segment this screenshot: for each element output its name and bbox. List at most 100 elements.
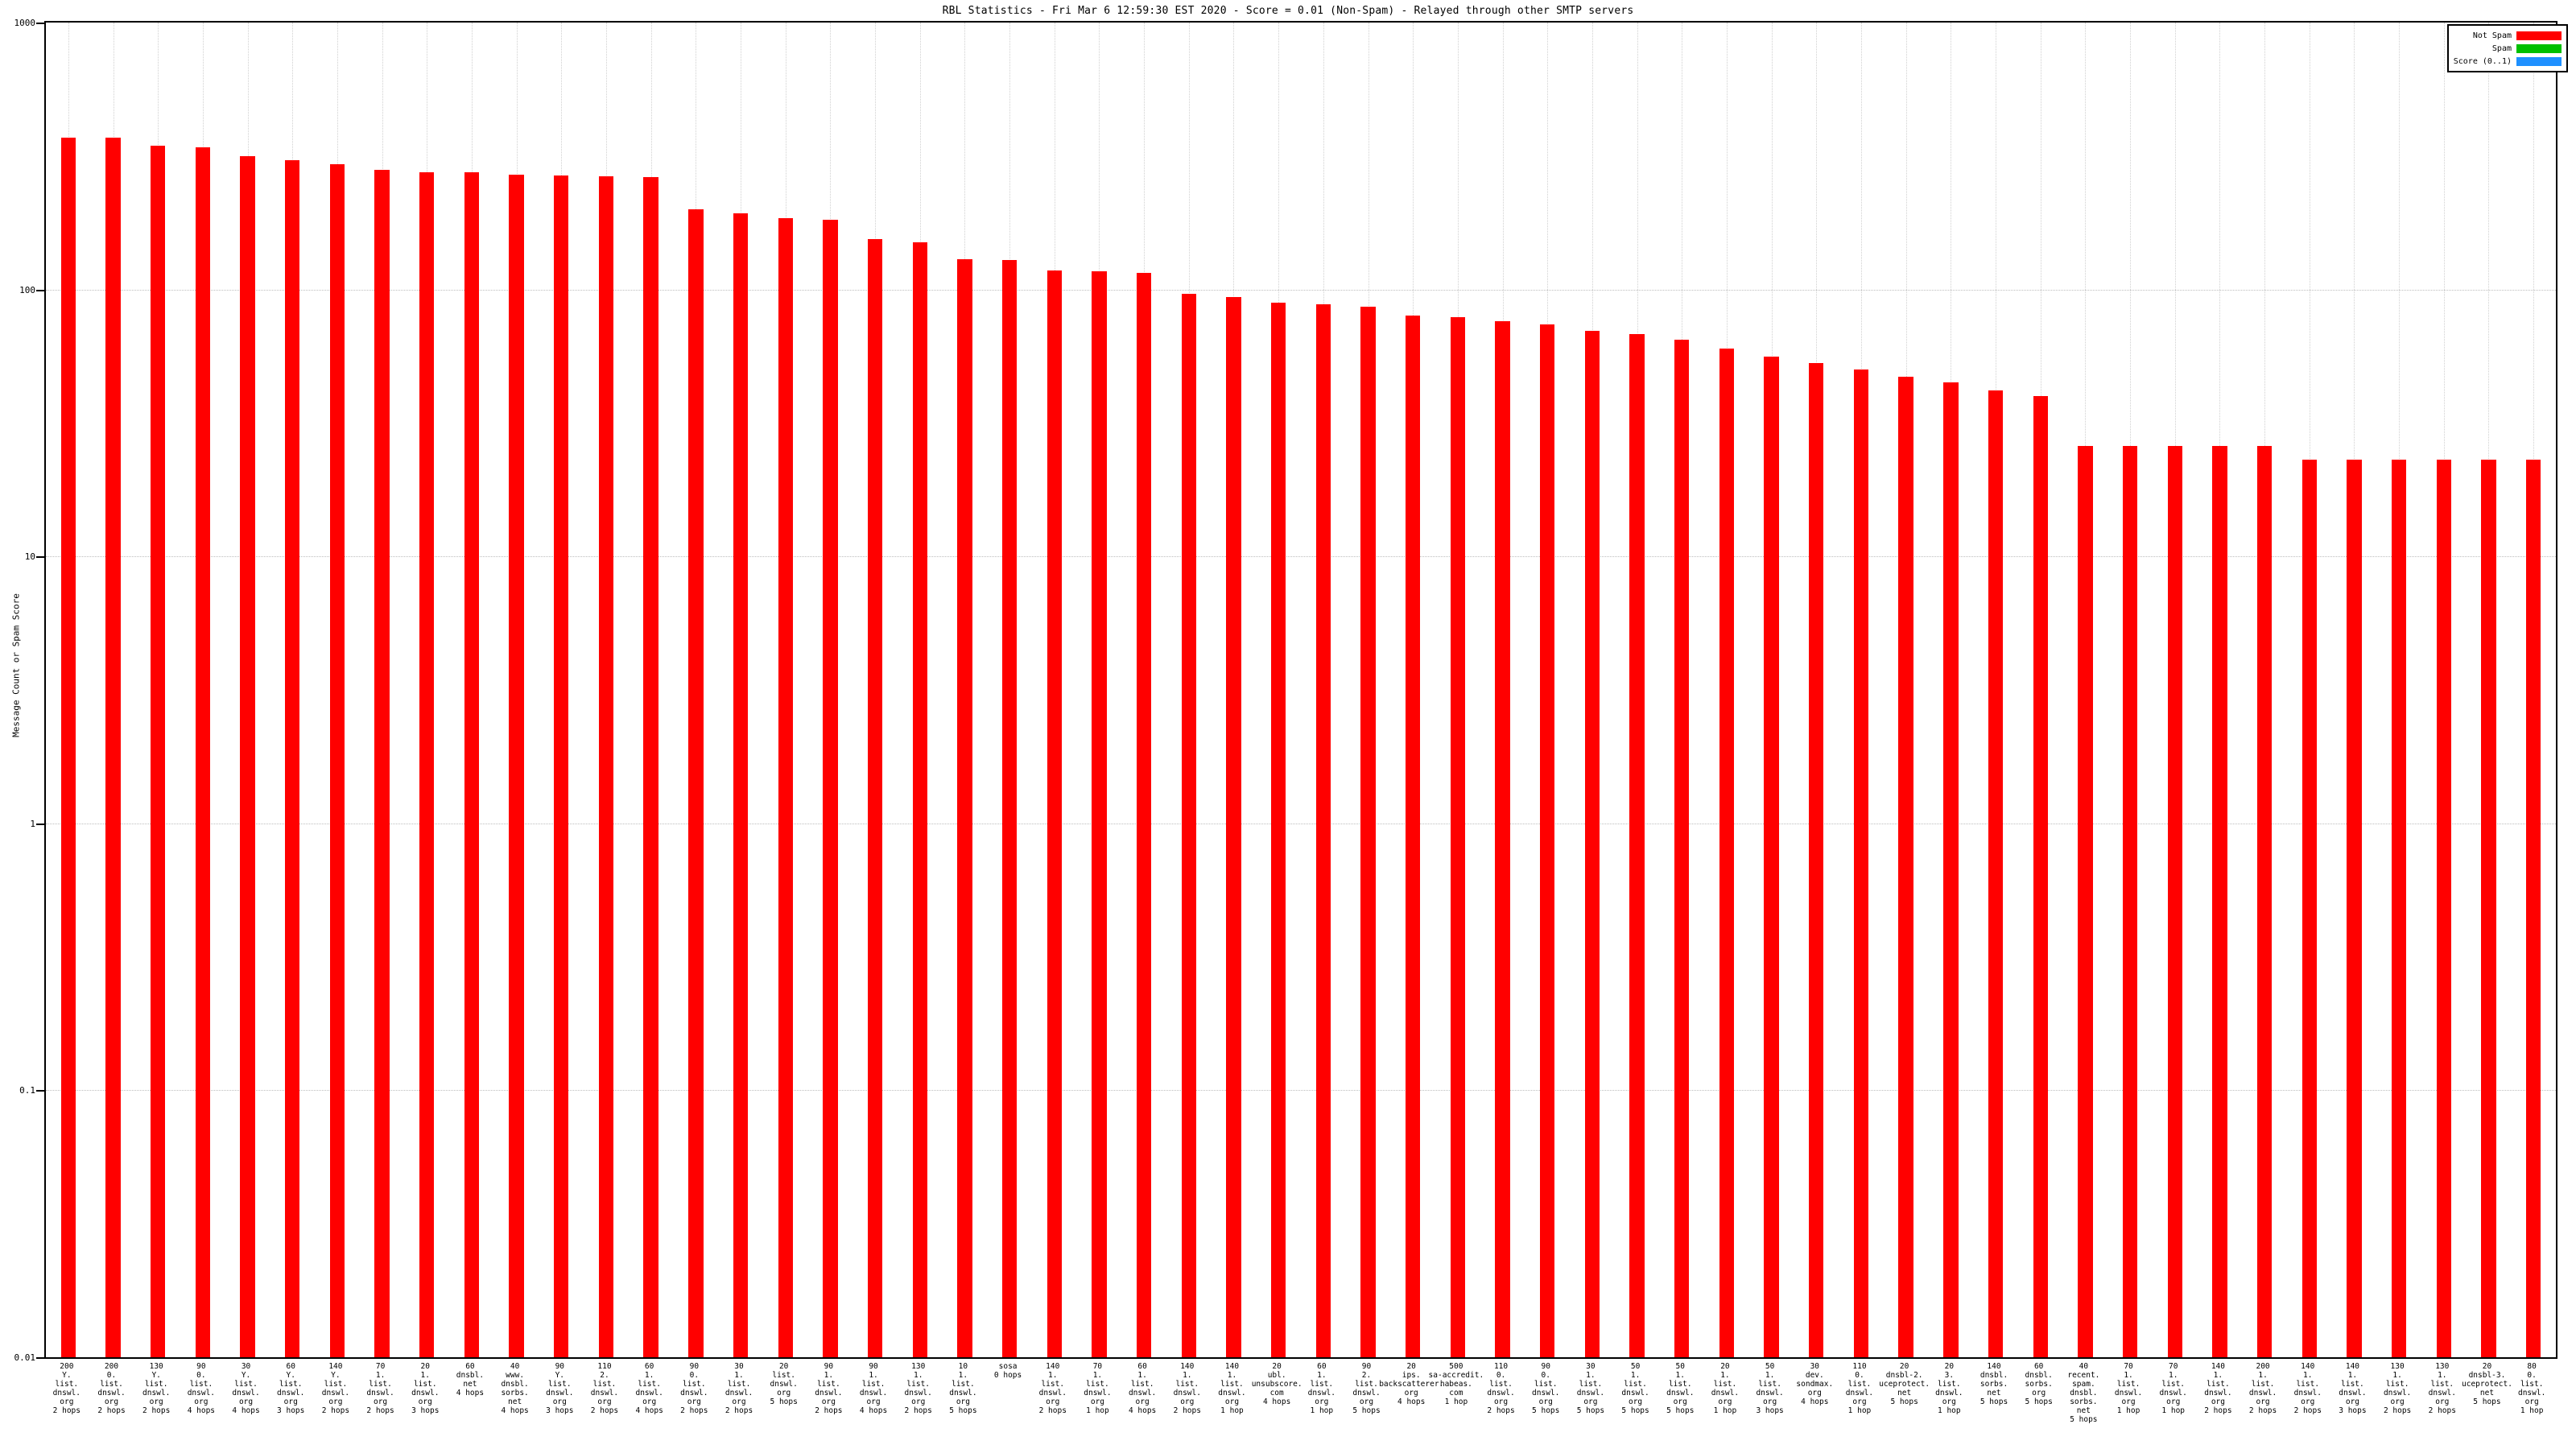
x-tick-label-line: 4 hops xyxy=(456,1389,485,1397)
x-tick-label-line: 1 hop xyxy=(2161,1406,2186,1415)
bar[interactable] xyxy=(1540,324,1555,1357)
x-tick-label-line: habeas. xyxy=(1439,1380,1472,1389)
x-tick-label-line: com xyxy=(1449,1389,1463,1397)
bar[interactable] xyxy=(2256,445,2273,1357)
bar[interactable] xyxy=(1943,382,1959,1357)
bar[interactable] xyxy=(643,177,658,1357)
x-tick-label-line: list. xyxy=(817,1380,840,1389)
x-tick-label-line: 60 xyxy=(286,1362,295,1371)
x-tick-label-line: list. xyxy=(861,1380,886,1389)
bar[interactable] xyxy=(1495,321,1510,1357)
bar[interactable] xyxy=(1629,334,1645,1357)
x-tick-label: 130 1. list. dnswl. org 2 hops xyxy=(2365,1362,2429,1415)
x-tick-label-line: 20 xyxy=(1406,1362,1416,1371)
bar[interactable] xyxy=(1315,304,1331,1357)
bar[interactable] xyxy=(464,171,480,1357)
bar[interactable] xyxy=(823,219,838,1357)
x-tick-label-line: dnswl. xyxy=(97,1389,126,1397)
x-tick-label: 20 dnsbl-3. uceprotect. net 5 hops xyxy=(2454,1362,2519,1406)
bar[interactable] xyxy=(1092,271,1107,1357)
bar[interactable] xyxy=(2347,460,2362,1357)
bar[interactable] xyxy=(1406,315,1421,1357)
bar[interactable] xyxy=(2301,460,2317,1357)
x-tick-label-line: 0. xyxy=(1855,1371,1864,1380)
x-tick-label-line: 4 hops xyxy=(1262,1397,1291,1406)
x-tick-label-line: 5 hops xyxy=(1666,1406,1695,1415)
bar[interactable] xyxy=(2391,460,2407,1357)
bar[interactable] xyxy=(2122,445,2138,1357)
bar[interactable] xyxy=(240,156,255,1357)
bar[interactable] xyxy=(1988,390,2004,1357)
bar[interactable] xyxy=(2078,445,2093,1357)
bar[interactable] xyxy=(329,163,345,1357)
x-tick-label: 20 dnsbl-2. uceprotect. net 5 hops xyxy=(1872,1362,1937,1406)
bar[interactable] xyxy=(688,208,704,1357)
bar[interactable] xyxy=(60,138,76,1357)
x-tick-label-line: 1. xyxy=(420,1371,430,1380)
bar[interactable] xyxy=(1809,363,1824,1357)
x-tick-label-line: 70 xyxy=(2168,1362,2178,1371)
bar[interactable] xyxy=(195,147,211,1357)
x-tick-label: 200 1. list. dnswl. org 2 hops xyxy=(2231,1362,2295,1415)
x-tick-label-line: 140 xyxy=(2211,1362,2225,1371)
bar[interactable] xyxy=(1226,296,1241,1357)
bar[interactable] xyxy=(867,238,883,1357)
x-tick-label-line: 4 hops xyxy=(501,1406,529,1415)
x-tick-label-line: list. xyxy=(189,1380,213,1389)
x-tick-label-line: ips. xyxy=(1402,1371,1421,1380)
bar[interactable] xyxy=(2436,460,2451,1357)
bar[interactable] xyxy=(419,171,435,1357)
bar[interactable] xyxy=(2033,395,2048,1357)
bar[interactable] xyxy=(285,160,300,1357)
bar[interactable] xyxy=(1181,294,1196,1357)
bar[interactable] xyxy=(1584,330,1600,1357)
x-tick-label: 200 Y. list. dnswl. org 2 hops xyxy=(35,1362,99,1415)
bar[interactable] xyxy=(2212,445,2227,1357)
x-tick-label-line: 200 xyxy=(2256,1362,2270,1371)
bar[interactable] xyxy=(1719,349,1735,1357)
x-tick-label-line: 140 xyxy=(328,1362,343,1371)
x-tick-label-line: 2 hops xyxy=(1173,1406,1201,1415)
bar[interactable] xyxy=(1046,270,1062,1357)
bar[interactable] xyxy=(509,174,524,1357)
bar[interactable] xyxy=(778,218,793,1357)
x-tick-label-line: www. xyxy=(506,1371,525,1380)
bar[interactable] xyxy=(1360,307,1376,1357)
x-tick-label-line: 2 hops xyxy=(366,1406,394,1415)
x-tick-label-line: org xyxy=(2345,1397,2360,1406)
x-tick-label-line: 90 xyxy=(869,1362,878,1371)
x-tick-label: 30 Y. list. dnswl. org 4 hops xyxy=(214,1362,279,1415)
x-tick-label-line: org xyxy=(373,1397,388,1406)
bar[interactable] xyxy=(151,146,166,1357)
bar[interactable] xyxy=(733,213,749,1357)
bar[interactable] xyxy=(912,242,927,1357)
x-tick-label-line: 1. xyxy=(1765,1371,1775,1380)
x-tick-label-line: 40 xyxy=(2079,1362,2089,1371)
bar[interactable] xyxy=(374,170,390,1357)
bar[interactable] xyxy=(1450,316,1466,1357)
bar[interactable] xyxy=(1764,357,1779,1357)
bar[interactable] xyxy=(1001,259,1018,1357)
bar[interactable] xyxy=(2481,460,2496,1357)
bar[interactable] xyxy=(1136,273,1152,1357)
bar[interactable] xyxy=(1853,369,1869,1357)
x-tick-label-line: list. xyxy=(234,1380,258,1389)
bar[interactable] xyxy=(1674,339,1690,1357)
bar[interactable] xyxy=(1270,303,1286,1357)
x-tick-label: 70 1. list. dnswl. org 2 hops xyxy=(349,1362,413,1415)
bar[interactable] xyxy=(105,138,121,1357)
bar[interactable] xyxy=(598,176,614,1357)
x-tick-label-line: dnswl. xyxy=(1532,1389,1560,1397)
x-tick-label-line: 1. xyxy=(2168,1371,2178,1380)
x-tick-label-line: 50 xyxy=(1675,1362,1685,1371)
x-tick-label-line: org xyxy=(1090,1397,1105,1406)
x-tick-label: 30 1. list. dnswl. org 2 hops xyxy=(707,1362,771,1415)
x-tick-label-line: org xyxy=(1315,1397,1329,1406)
bar[interactable] xyxy=(1898,377,1913,1357)
bar[interactable] xyxy=(957,258,972,1357)
bar[interactable] xyxy=(554,175,569,1357)
x-tick-label-line: list. xyxy=(279,1380,303,1389)
bar[interactable] xyxy=(2167,445,2182,1357)
x-tick-label-line: 1. xyxy=(1675,1371,1685,1380)
bar[interactable] xyxy=(2525,460,2541,1357)
